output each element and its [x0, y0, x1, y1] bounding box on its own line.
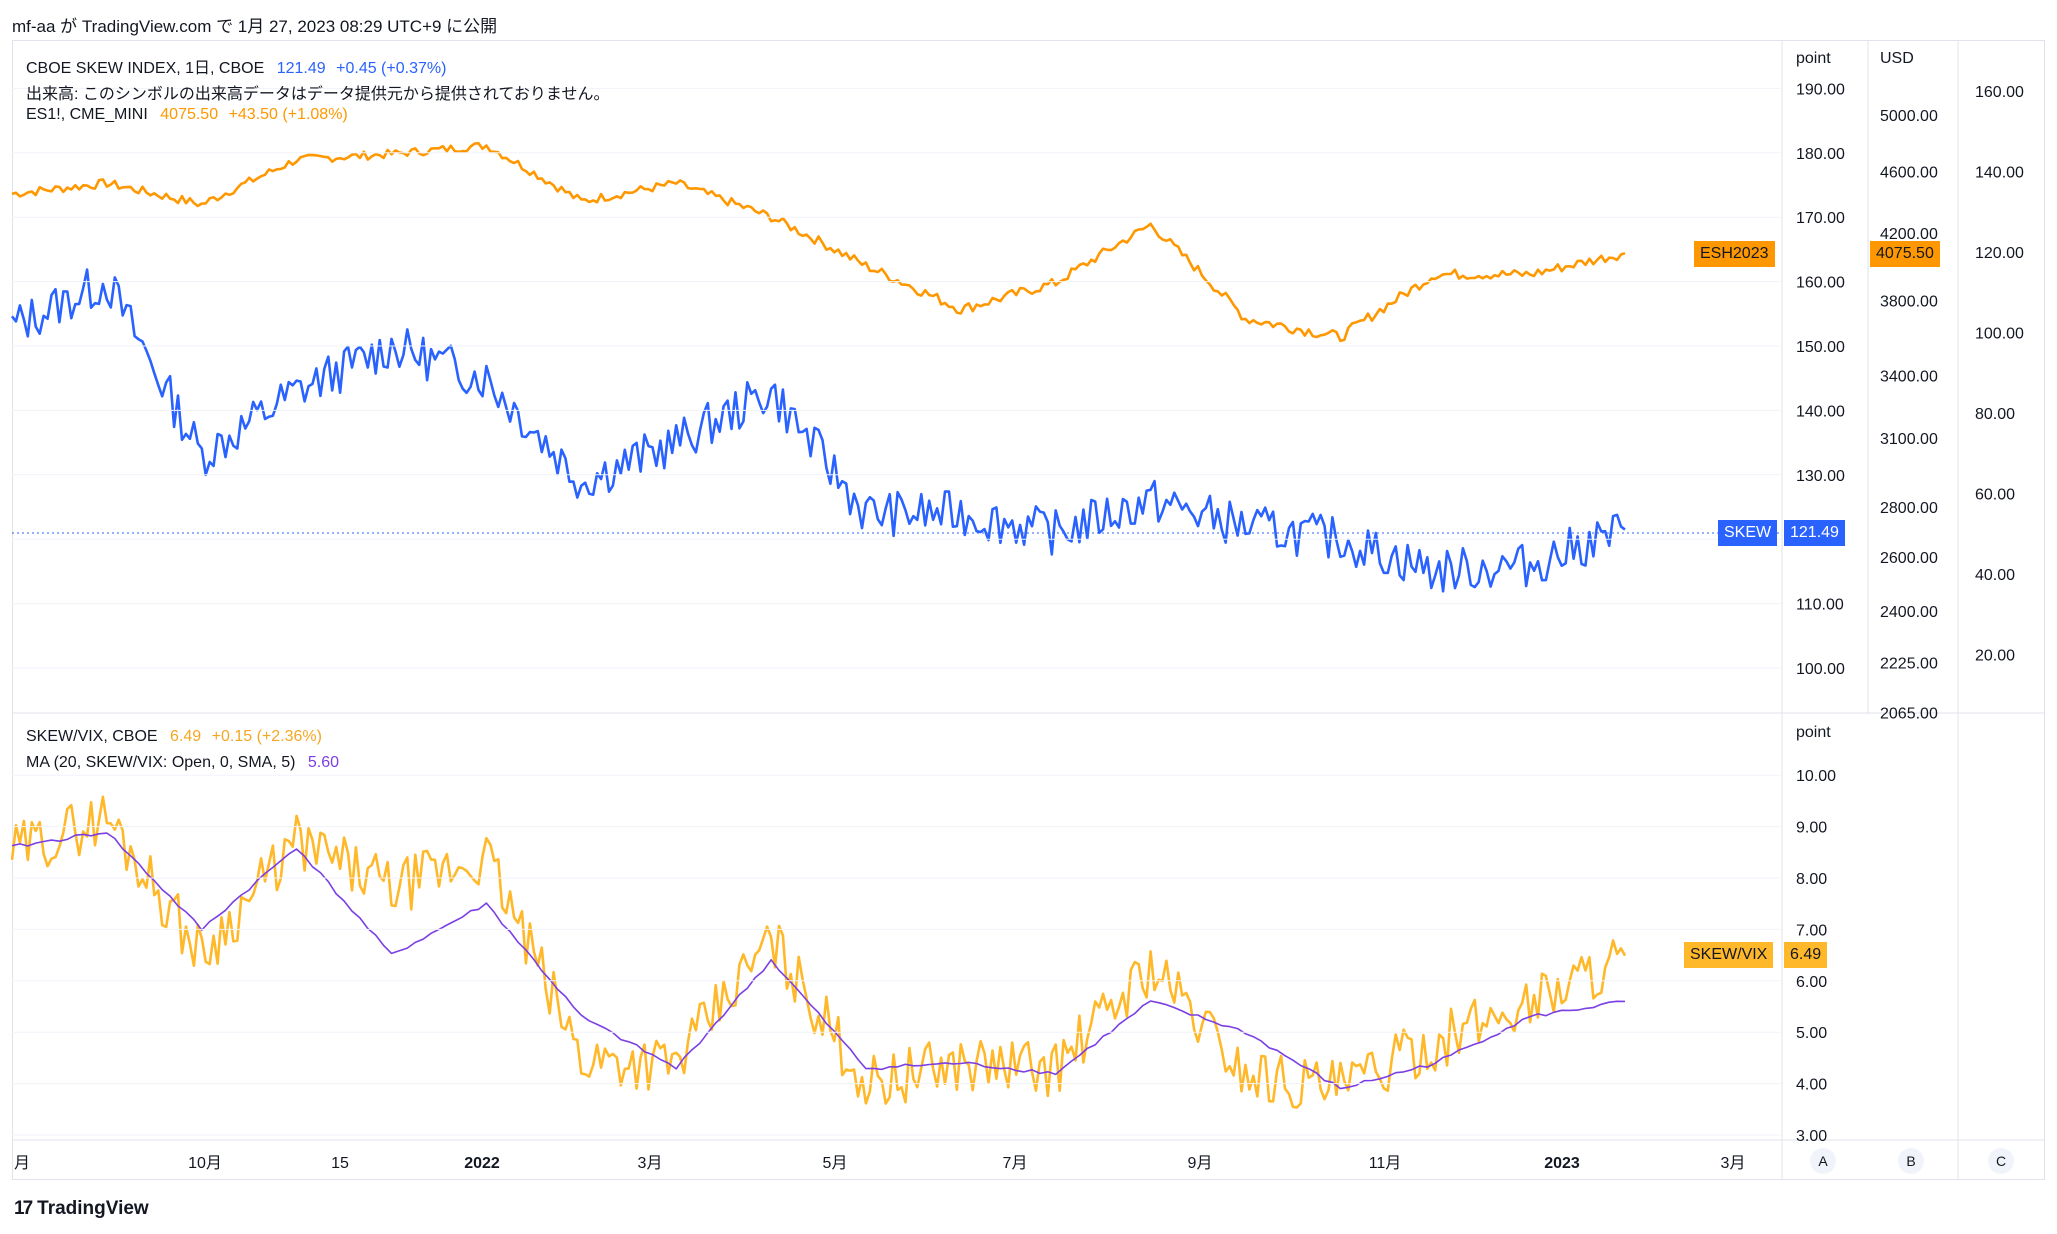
- ratio-axis-tick-label: 6.00: [1796, 974, 1827, 991]
- ratio-axis-tick-label: 3.00: [1796, 1128, 1827, 1145]
- tv-logo-text: TradingView: [37, 1198, 149, 1219]
- es-axis-tick-label: 2600.00: [1880, 550, 1938, 567]
- time-axis-tick-label: 11月: [1369, 1155, 1402, 1172]
- legend-ratio-symbol: SKEW/VIX, CBOE: [26, 728, 158, 745]
- c-axis-tick-label: 20.00: [1975, 648, 2015, 665]
- ratio-axis-tick-label: 7.00: [1796, 922, 1827, 939]
- badge-ratio-label: SKEW/VIX: [1684, 942, 1774, 968]
- c-axis-tick-label: 40.00: [1975, 567, 2015, 584]
- axis-button-c[interactable]: C: [1988, 1148, 2014, 1174]
- time-axis-tick-label: 月: [14, 1155, 30, 1172]
- es-axis-tick-label: 2225.00: [1880, 655, 1938, 672]
- badge-ratio-value: 6.49: [1784, 942, 1828, 968]
- es-axis-tick-label: 2065.00: [1880, 706, 1938, 723]
- time-axis-tick-label: 10月: [188, 1155, 222, 1172]
- tradingview-logo[interactable]: 17 TradingView: [14, 1198, 149, 1220]
- c-axis-tick-label: 140.00: [1975, 165, 2024, 182]
- badge-esh-value: 4075.50: [1870, 241, 1940, 267]
- legend-skew-symbol: CBOE SKEW INDEX, 1日, CBOE: [26, 60, 265, 77]
- legend-skew[interactable]: CBOE SKEW INDEX, 1日, CBOE 121.49 +0.45 (…: [26, 54, 446, 78]
- legend-skew-value: 121.49: [276, 60, 326, 77]
- c-axis-tick-label: 60.00: [1975, 487, 2015, 504]
- time-axis-tick-label: 15: [331, 1155, 349, 1172]
- series-layer: [10, 87, 1782, 1136]
- legend-es-change: +43.50 (+1.08%): [228, 106, 348, 123]
- legend-volume-note: 出来高: このシンボルの出来高データはデータ提供元から提供されておりません。: [26, 80, 609, 104]
- axis-button-b[interactable]: B: [1898, 1148, 1924, 1174]
- legend-ratio-value: 6.49: [170, 728, 202, 745]
- es-axis-tick-label: 2800.00: [1880, 500, 1938, 517]
- time-axis-tick-label: 5月: [823, 1155, 848, 1172]
- legend-ratio-change: +0.15 (+2.36%): [211, 728, 322, 745]
- time-axis-tick-label: 3月: [638, 1155, 663, 1172]
- series-ma-line[interactable]: [11, 832, 1626, 1090]
- legend-es[interactable]: ES1!, CME_MINI 4075.50 +43.50 (+1.08%): [26, 106, 348, 124]
- es-axis-tick-label: 5000.00: [1880, 108, 1938, 125]
- axis-button-a[interactable]: A: [1810, 1148, 1836, 1174]
- badge-skew-value: 121.49: [1784, 520, 1845, 546]
- time-axis-tick-label: 9月: [1188, 1155, 1213, 1172]
- legend-ratio[interactable]: SKEW/VIX, CBOE 6.49 +0.15 (+2.36%): [26, 728, 322, 746]
- ratio-axis-tick-label: 8.00: [1796, 871, 1827, 888]
- skew-axis-tick-label: 110.00: [1796, 597, 1844, 614]
- ratio-axis-tick-label: 4.00: [1796, 1077, 1827, 1094]
- badge-skew-label: SKEW: [1718, 520, 1778, 546]
- badge-esh-label: ESH2023: [1694, 241, 1775, 267]
- es-axis-tick-label: 3800.00: [1880, 293, 1938, 310]
- c-axis-tick-label: 100.00: [1975, 326, 2024, 343]
- es-axis-tick-label: 2400.00: [1880, 604, 1938, 621]
- es-axis-tick-label: 4600.00: [1880, 164, 1938, 181]
- axis-unit-ratio: point: [1796, 724, 1831, 741]
- legend-skew-change: +0.45 (+0.37%): [336, 60, 447, 77]
- legend-es-symbol: ES1!, CME_MINI: [26, 106, 148, 123]
- legend-ma-value: 5.60: [307, 754, 340, 771]
- tv-logo-icon: 17: [14, 1198, 33, 1219]
- publish-header: mf-aa が TradingView.com で 1月 27, 2023 08…: [12, 17, 498, 36]
- es-axis-tick-label: 3400.00: [1880, 369, 1938, 386]
- legend-volume-text: 出来高: このシンボルの出来高データはデータ提供元から提供されておりません。: [26, 86, 610, 103]
- axis-unit-usd: USD: [1880, 50, 1914, 67]
- time-axis-tick-label: 7月: [1003, 1155, 1028, 1172]
- ratio-axis-tick-label: 5.00: [1796, 1025, 1827, 1042]
- skew-axis-tick-label: 130.00: [1796, 468, 1845, 485]
- skew-axis-tick-label: 170.00: [1796, 210, 1845, 227]
- skew-axis-tick-label: 140.00: [1796, 403, 1845, 420]
- c-axis-tick-label: 80.00: [1975, 406, 2015, 423]
- time-axis-tick-label: 2023: [1544, 1155, 1580, 1172]
- legend-es-value: 4075.50: [160, 106, 219, 123]
- series-es-line[interactable]: [11, 141, 1626, 343]
- ratio-axis-tick-label: 9.00: [1796, 820, 1827, 837]
- legend-ma-symbol: MA (20, SKEW/VIX: Open, 0, SMA, 5): [26, 754, 296, 771]
- skew-axis-tick-label: 190.00: [1796, 81, 1845, 98]
- chart-frame: [12, 40, 2045, 1180]
- series-ratio-line[interactable]: [10, 795, 1627, 1109]
- time-axis-tick-label: 3月: [1721, 1155, 1746, 1172]
- c-axis-tick-label: 160.00: [1975, 84, 2024, 101]
- skew-axis-tick-label: 180.00: [1796, 146, 1845, 163]
- skew-axis-tick-label: 160.00: [1796, 275, 1845, 292]
- es-axis-tick-label: 3100.00: [1880, 431, 1938, 448]
- es-axis-tick-label: 4200.00: [1880, 226, 1938, 243]
- series-skew-line[interactable]: [10, 268, 1626, 593]
- axis-unit-skew: point: [1796, 50, 1831, 67]
- c-axis-tick-label: 120.00: [1975, 245, 2024, 262]
- time-axis-tick-label: 2022: [464, 1155, 500, 1172]
- legend-ma[interactable]: MA (20, SKEW/VIX: Open, 0, SMA, 5) 5.60: [26, 754, 339, 772]
- skew-axis-tick-label: 100.00: [1796, 661, 1845, 678]
- ratio-axis-tick-label: 10.00: [1796, 768, 1836, 785]
- skew-axis-tick-label: 150.00: [1796, 339, 1845, 356]
